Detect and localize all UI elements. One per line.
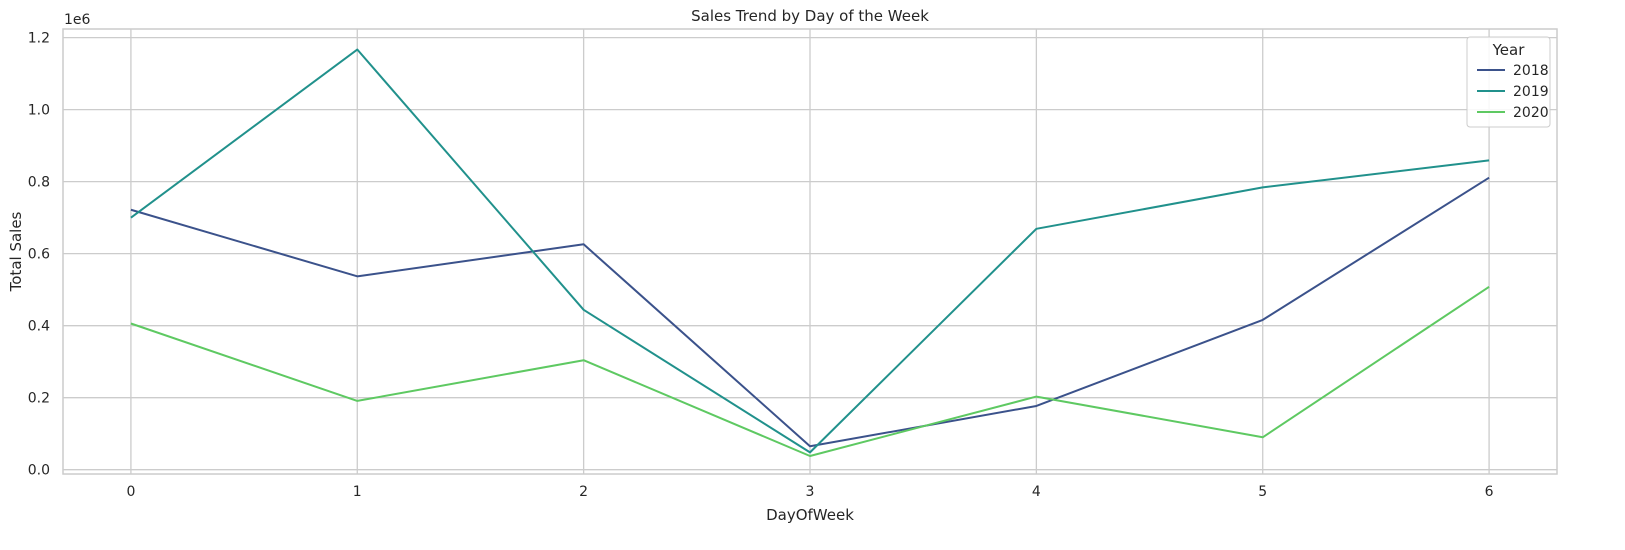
y-tick-label: 0.8: [28, 175, 50, 191]
x-tick-label: 0: [126, 484, 135, 500]
y-tick-label: 0.4: [28, 319, 50, 335]
x-axis-label: DayOfWeek: [766, 506, 854, 524]
legend-items: 2018 2019 2020: [1477, 63, 1549, 121]
y-offset-label: 1e6: [64, 12, 91, 28]
chart-title: Sales Trend by Day of the Week: [691, 7, 929, 25]
y-tick-label: 0.2: [28, 391, 50, 407]
y-tick-label: 1.2: [28, 31, 50, 47]
x-tick-label: 5: [1258, 484, 1267, 500]
x-tick-label: 1: [353, 484, 362, 500]
series-line-2018: [130, 176, 1490, 448]
x-tick-labels: 0 1 2 3 4 5 6: [126, 484, 1493, 500]
x-tick-label: 2: [579, 484, 588, 500]
legend: Year 2018 2019 2020: [1466, 36, 1551, 128]
y-axis-label: Total Sales: [7, 211, 25, 292]
x-tick-label: 3: [806, 484, 815, 500]
series-line-2019: [130, 48, 1490, 454]
series-lines: [130, 48, 1490, 457]
y-tick-label: 0.6: [28, 247, 50, 263]
y-tick-labels: 0.0 0.2 0.4 0.6 0.8 1.0 1.2: [28, 31, 50, 479]
plot-frame: [62, 28, 1558, 475]
legend-box: [1466, 36, 1551, 128]
legend-title: Year: [1492, 41, 1526, 59]
y-tick-label: 1.0: [28, 103, 50, 119]
x-tick-label: 4: [1032, 484, 1041, 500]
legend-label-2020: 2020: [1513, 105, 1549, 121]
series-line-2020: [130, 285, 1490, 457]
grid: [63, 29, 1557, 474]
legend-label-2018: 2018: [1513, 63, 1549, 79]
legend-label-2019: 2019: [1513, 84, 1549, 100]
x-tick-label: 6: [1485, 484, 1494, 500]
y-tick-label: 0.0: [28, 463, 50, 479]
